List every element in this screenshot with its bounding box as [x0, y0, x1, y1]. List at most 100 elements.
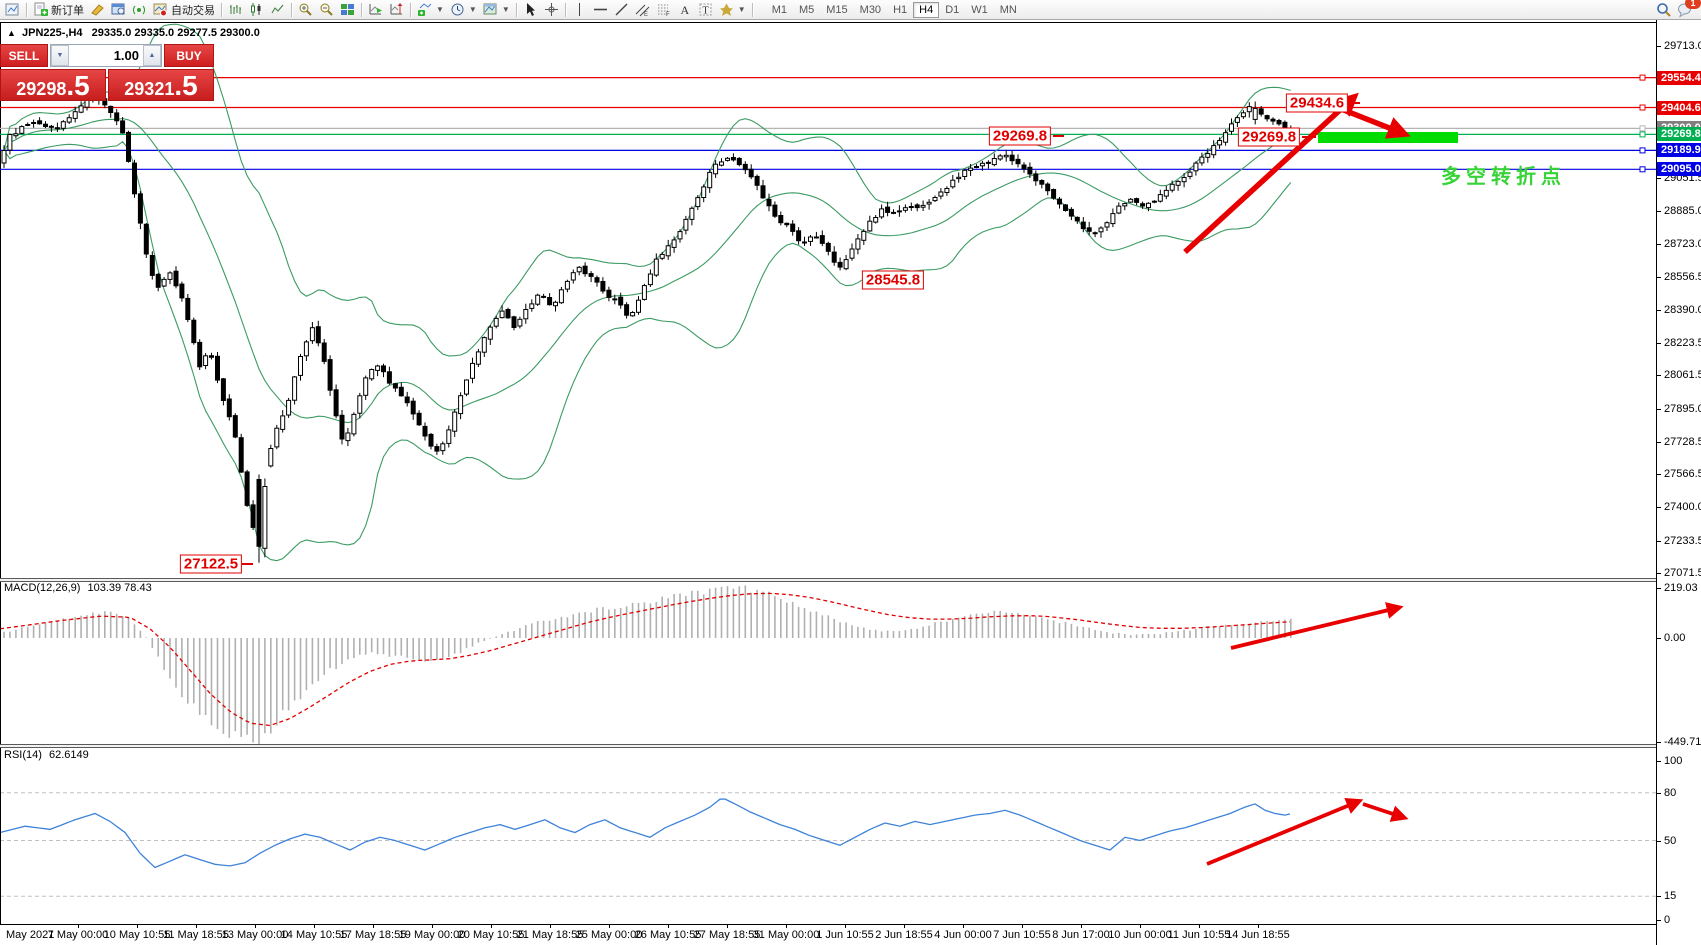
price-annotation-label[interactable]: 29269.8 — [1237, 127, 1301, 147]
zoom-in-icon — [298, 2, 313, 17]
channel-tool-button[interactable]: E — [632, 1, 653, 19]
price-tick-label: 28556.5 — [1664, 271, 1701, 283]
price-annotation-label[interactable]: 27122.5 — [179, 554, 243, 574]
crosshair-tool-button[interactable] — [541, 1, 562, 19]
auto-scroll-button[interactable] — [365, 1, 386, 19]
date-tick-mark — [255, 925, 256, 928]
buy-button[interactable]: BUY — [164, 44, 214, 67]
price-annotation-label[interactable]: 29434.6 — [1285, 93, 1349, 113]
periods-button[interactable]: ▼ — [447, 1, 480, 19]
indicators-button[interactable]: ▼ — [414, 1, 447, 19]
annotation-connector — [1053, 135, 1064, 137]
search-button[interactable] — [1653, 1, 1674, 19]
annotation-connector — [242, 563, 253, 565]
cursor-tool-button[interactable] — [520, 1, 541, 19]
candlestick-chart-button[interactable] — [246, 1, 267, 19]
signals-button[interactable] — [129, 1, 150, 19]
timeframe-row: M1 M5 M15 M30 H1 H4 D1 W1 MN — [766, 1, 1023, 18]
timeframe-button-h4[interactable]: H4 — [913, 1, 940, 18]
price-line-badge: 29404.6 — [1657, 101, 1701, 115]
dropdown-arrow-icon: ▼ — [737, 5, 746, 14]
sell-button[interactable]: SELL — [0, 44, 48, 67]
timeframe-button-d1[interactable]: D1 — [945, 3, 960, 16]
panel-separator[interactable] — [0, 744, 1701, 748]
volume-decrease-button[interactable]: ▼ — [51, 45, 69, 66]
date-tick-mark — [137, 925, 138, 928]
timeframe-button-w1[interactable]: W1 — [971, 3, 988, 16]
date-label: 11 Jun 10:55 — [1167, 929, 1231, 941]
price-tick-label: 28885.0 — [1664, 205, 1701, 217]
macd-panel[interactable] — [0, 581, 1656, 745]
price-tick-label: 28723.0 — [1664, 238, 1701, 250]
cursor-icon — [523, 2, 538, 17]
price-line-badge: 29269.8 — [1657, 127, 1701, 141]
trendline-tool-button[interactable] — [611, 1, 632, 19]
volume-increase-button[interactable]: ▲ — [143, 45, 161, 66]
axis-tick-mark — [1657, 310, 1661, 311]
tile-windows-icon — [340, 2, 355, 17]
templates-button[interactable]: ▼ — [480, 1, 513, 19]
price-axis[interactable]: 29713.029380.029051.528885.028723.028556… — [1656, 20, 1701, 945]
axis-tick-mark — [1657, 409, 1661, 410]
timeframe-button-h1[interactable]: H1 — [893, 3, 908, 16]
line-chart-button[interactable] — [267, 1, 288, 19]
chart-shift-button[interactable] — [386, 1, 407, 19]
tag-tool-button[interactable] — [87, 1, 108, 19]
date-tick-mark — [963, 925, 964, 928]
timeframe-button-m5[interactable]: M5 — [798, 3, 815, 16]
label-tool-button[interactable]: T — [695, 1, 716, 19]
macd-header: MACD(12,26,9) 103.39 78.43 — [4, 582, 152, 594]
price-tick-label: 28223.5 — [1664, 337, 1701, 349]
shapes-tool-button[interactable]: ▼ — [716, 1, 749, 19]
bar-chart-button[interactable] — [225, 1, 246, 19]
collapse-arrow-icon[interactable]: ▲ — [7, 28, 16, 38]
chart-window-icon[interactable] — [2, 1, 23, 19]
text-tool-button[interactable]: A — [674, 1, 695, 19]
volume-input[interactable] — [69, 45, 143, 66]
buy-price-display[interactable]: 29321 .5 — [108, 69, 214, 101]
price-tick-label: 27071.5 — [1664, 567, 1701, 579]
fibonacci-tool-button[interactable]: F — [653, 1, 674, 19]
axis-tick-mark — [1657, 761, 1661, 762]
timeframe-button-m15[interactable]: M15 — [826, 3, 848, 16]
timeframe-button-mn[interactable]: MN — [999, 3, 1017, 16]
price-annotation-label[interactable]: 28545.8 — [861, 270, 925, 290]
text-icon: A — [677, 2, 692, 17]
tag-icon — [90, 2, 105, 17]
date-label: 14 May 10:55 — [280, 929, 348, 941]
axis-tick-mark — [1657, 375, 1661, 376]
axis-tick-mark — [1657, 442, 1661, 443]
axis-tick-mark — [1657, 211, 1661, 212]
price-line-badge: 29554.4 — [1657, 71, 1701, 85]
zoom-in-button[interactable] — [295, 1, 316, 19]
tile-windows-button[interactable] — [337, 1, 358, 19]
price-annotation-label[interactable]: 29269.8 — [988, 126, 1052, 146]
date-tick-mark — [432, 925, 433, 928]
indicators-icon — [417, 2, 432, 17]
rsi-panel[interactable] — [0, 748, 1656, 925]
date-label: 8 Jun 17:00 — [1052, 929, 1110, 941]
autotrading-button[interactable]: 自动交易 — [150, 1, 218, 19]
timeframe-button-m30[interactable]: M30 — [859, 3, 882, 16]
toolbar-separator — [26, 2, 27, 17]
sell-price-display[interactable]: 29298 .5 — [0, 69, 106, 101]
price-tick-label: 27566.5 — [1664, 468, 1701, 480]
chart-shift-icon — [389, 2, 404, 17]
market-watch-button[interactable] — [108, 1, 129, 19]
price-tick-label: 29713.0 — [1664, 40, 1701, 52]
vertical-line-tool-button[interactable] — [569, 1, 590, 19]
main-price-chart[interactable] — [0, 22, 1656, 579]
new-order-button[interactable]: 新订单 — [30, 1, 87, 19]
date-tick-mark — [1140, 925, 1141, 928]
annotation-connector — [1350, 102, 1360, 104]
templates-icon — [483, 2, 498, 17]
chat-button[interactable]: 1 — [1674, 0, 1701, 19]
timeframe-button-m1[interactable]: M1 — [771, 3, 787, 16]
panel-separator[interactable] — [0, 578, 1701, 582]
rsi-tick-label: 15 — [1664, 890, 1677, 902]
zoom-out-button[interactable] — [316, 1, 337, 19]
date-label: 7 Jun 10:55 — [993, 929, 1051, 941]
horizontal-line-tool-button[interactable] — [590, 1, 611, 19]
dropdown-arrow-icon: ▼ — [436, 5, 444, 14]
date-axis[interactable]: May 2021 7 May 00:00 10 May 10:55 11 May 18… — [0, 925, 1656, 945]
